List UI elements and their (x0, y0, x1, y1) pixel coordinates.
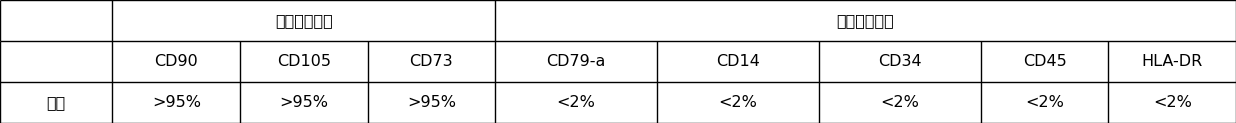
Text: <2%: <2% (880, 95, 920, 110)
Text: <2%: <2% (1025, 95, 1064, 110)
Text: 结果: 结果 (47, 95, 66, 110)
Text: CD105: CD105 (277, 54, 331, 69)
Text: >95%: >95% (152, 95, 200, 110)
Text: CD90: CD90 (154, 54, 198, 69)
Text: <2%: <2% (556, 95, 596, 110)
Text: >95%: >95% (407, 95, 456, 110)
Text: <2%: <2% (718, 95, 758, 110)
Text: CD34: CD34 (878, 54, 922, 69)
Text: CD14: CD14 (716, 54, 760, 69)
Text: 五个阴性指标: 五个阴性指标 (837, 13, 895, 28)
Text: CD79-a: CD79-a (546, 54, 606, 69)
Text: CD45: CD45 (1022, 54, 1067, 69)
Text: CD73: CD73 (409, 54, 454, 69)
Text: HLA-DR: HLA-DR (1142, 54, 1203, 69)
Text: >95%: >95% (279, 95, 329, 110)
Text: 三个阳性指标: 三个阳性指标 (274, 13, 332, 28)
Text: <2%: <2% (1153, 95, 1192, 110)
